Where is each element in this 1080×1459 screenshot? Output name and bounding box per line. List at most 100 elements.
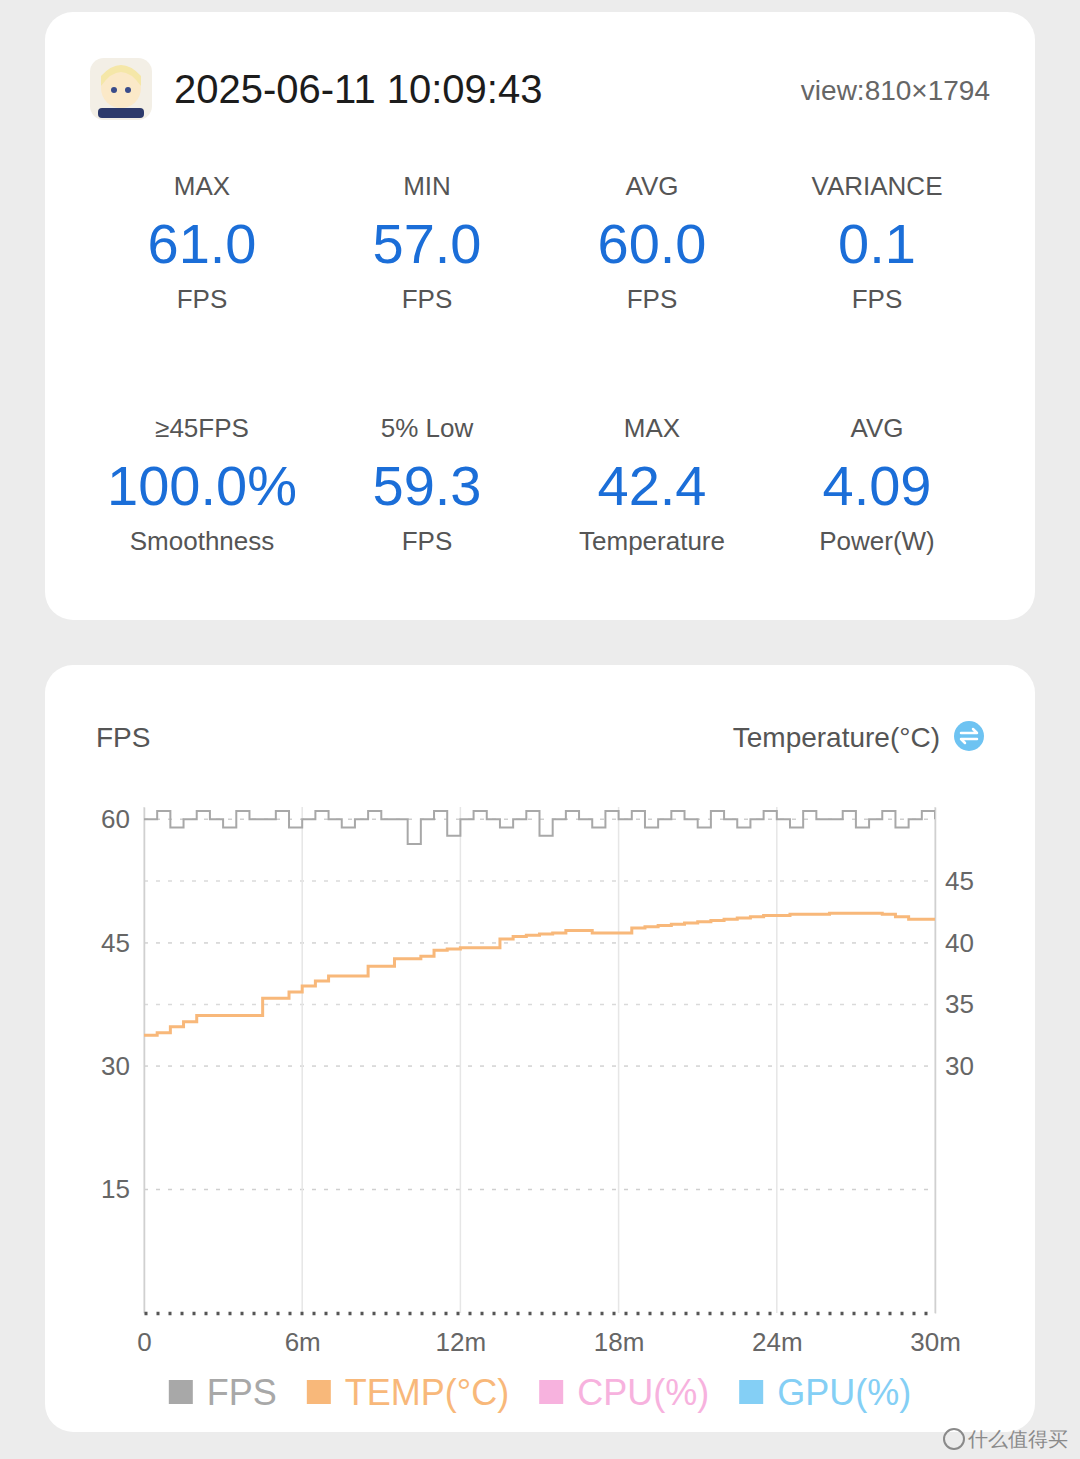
stat-unit: FPS bbox=[177, 284, 228, 314]
grid-line bbox=[144, 942, 935, 944]
tick: 18m bbox=[594, 1313, 645, 1357]
legend-label: CPU(%) bbox=[577, 1372, 709, 1413]
tick-label: 15 bbox=[101, 1174, 130, 1204]
stat-unit: FPS bbox=[402, 526, 453, 556]
tick-label: 35 bbox=[945, 989, 974, 1019]
tick-label: 24m bbox=[752, 1327, 803, 1357]
grid-line bbox=[776, 807, 778, 1313]
legend-item: CPU(%) bbox=[539, 1372, 709, 1413]
legend-swatch bbox=[169, 1380, 193, 1404]
series-line bbox=[144, 811, 935, 844]
stat-label: AVG bbox=[626, 171, 679, 201]
stat-label: MIN bbox=[403, 171, 451, 201]
axis: 0 6m 12m 18m 24m 30m bbox=[137, 1313, 961, 1357]
tick: 15 bbox=[101, 1174, 144, 1204]
stat: MIN57.0FPS bbox=[373, 171, 482, 314]
legend-swatch bbox=[307, 1380, 331, 1404]
tick: 40 bbox=[935, 928, 974, 958]
stat: 5% Low 59.3 FPS bbox=[373, 413, 482, 556]
stat-unit: Smoothness bbox=[130, 526, 275, 556]
axis-line bbox=[935, 808, 937, 1314]
tick-label: 30 bbox=[945, 1051, 974, 1081]
axis-title: FPS bbox=[96, 722, 150, 753]
watermark: 什么值得买 bbox=[967, 1428, 1068, 1450]
series-line bbox=[144, 913, 935, 1035]
tick: 45 bbox=[101, 928, 144, 958]
tick-label: 40 bbox=[945, 928, 974, 958]
tick: 45 bbox=[935, 866, 974, 896]
legend-label: FPS bbox=[207, 1372, 277, 1413]
tick: 0 bbox=[137, 1313, 151, 1357]
stat-unit: Temperature bbox=[579, 526, 725, 556]
legend: FPS TEMP(°C) CPU(%) GPU(%) bbox=[169, 1372, 911, 1413]
tick: 30m bbox=[910, 1313, 961, 1357]
tick-label: 30 bbox=[101, 1051, 130, 1081]
stat-value: 60.0 bbox=[598, 212, 707, 275]
tick-label: 6m bbox=[285, 1327, 321, 1357]
stat-label: MAX bbox=[174, 171, 230, 201]
legend-swatch bbox=[739, 1380, 763, 1404]
plot-area bbox=[144, 811, 935, 1035]
axis-line bbox=[144, 808, 146, 1314]
axis: 15 30 45 60 bbox=[101, 804, 144, 1313]
stat-value: 4.09 bbox=[823, 454, 932, 517]
tick: 12m bbox=[436, 1313, 487, 1357]
tick-label: 18m bbox=[594, 1327, 645, 1357]
legend-swatch bbox=[539, 1380, 563, 1404]
chart-card bbox=[45, 665, 1035, 1432]
grid-line bbox=[618, 807, 620, 1313]
tick-label: 60 bbox=[101, 804, 130, 834]
grid-line bbox=[144, 942, 935, 944]
legend-label: GPU(%) bbox=[777, 1372, 911, 1413]
legend-label: TEMP(°C) bbox=[345, 1372, 509, 1413]
stat-label: MAX bbox=[624, 413, 680, 443]
tick-label: 45 bbox=[101, 928, 130, 958]
tick: 30 bbox=[935, 1051, 974, 1081]
stat: AVG 60.0 FPS bbox=[598, 171, 707, 314]
stat-label: ≥45FPS bbox=[155, 413, 249, 443]
stat: VARIANCE0.1FPS bbox=[812, 171, 943, 314]
stat-unit: FPS bbox=[627, 284, 678, 314]
stat-label: AVG bbox=[851, 413, 904, 443]
grid-line bbox=[460, 807, 462, 1313]
stat: MAX 42.4 Temperature bbox=[579, 413, 725, 556]
tick: 60 bbox=[101, 804, 144, 834]
stat-value: 61.0 bbox=[148, 212, 257, 275]
tick: 24m bbox=[752, 1313, 803, 1357]
tick: 30 bbox=[101, 1051, 144, 1081]
stat-value: 59.3 bbox=[373, 454, 482, 517]
watermark-icon bbox=[944, 1429, 964, 1449]
header-date: 2025-06-11 10:09:43 bbox=[174, 67, 542, 111]
axis-title: Temperature(°C) bbox=[733, 722, 940, 753]
canvas: 2025-06-11 10:09:43 view:810×1794 MAX 61.0 F… bbox=[0, 0, 1080, 1459]
stat-unit: FPS bbox=[402, 284, 453, 314]
background bbox=[0, 0, 1080, 1459]
grid-line bbox=[934, 807, 936, 1313]
stat-label: 5% Low bbox=[381, 413, 474, 443]
grid-line bbox=[143, 807, 145, 1313]
legend-item: TEMP(°C) bbox=[307, 1372, 509, 1413]
tick-label: 0 bbox=[137, 1327, 151, 1357]
axis: 30 35 40 45 bbox=[935, 808, 974, 1314]
tick-label: 45 bbox=[945, 866, 974, 896]
tick: 6m bbox=[285, 1313, 321, 1357]
stat: ≥45FPS 100.0% Smoothness bbox=[107, 413, 297, 556]
app-icon bbox=[90, 58, 152, 120]
grid bbox=[144, 807, 935, 1313]
stat-value: 42.4 bbox=[598, 454, 707, 517]
legend-item: FPS bbox=[169, 1372, 277, 1413]
stat: MAX 61.0 FPS bbox=[148, 171, 257, 314]
stat-value: 0.1 bbox=[838, 212, 916, 275]
grid-line bbox=[144, 880, 935, 882]
grid-line bbox=[144, 1065, 935, 1067]
grid-line bbox=[301, 807, 303, 1313]
tick-label: 12m bbox=[436, 1327, 487, 1357]
stat-label: VARIANCE bbox=[812, 171, 943, 201]
legend-item: GPU(%) bbox=[739, 1372, 911, 1413]
tick-label: 30m bbox=[910, 1327, 961, 1357]
axis-switch[interactable] bbox=[954, 721, 984, 751]
stat-unit: Power(W) bbox=[819, 526, 935, 556]
stat-value: 100.0% bbox=[107, 454, 297, 517]
header-view: view:810×1794 bbox=[801, 75, 990, 106]
grid-line bbox=[144, 1189, 935, 1191]
